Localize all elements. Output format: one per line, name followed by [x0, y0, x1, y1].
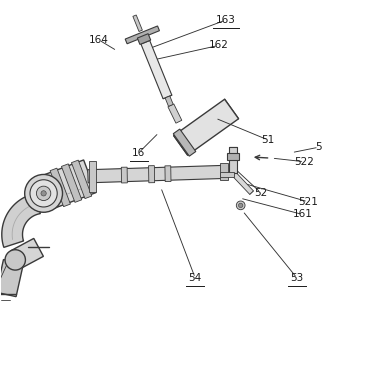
Polygon shape — [137, 34, 151, 45]
Circle shape — [236, 201, 245, 210]
Circle shape — [5, 250, 26, 270]
Text: 161: 161 — [293, 209, 312, 220]
Polygon shape — [11, 239, 43, 269]
Circle shape — [41, 191, 46, 196]
Polygon shape — [227, 153, 239, 160]
Text: 51: 51 — [261, 135, 274, 145]
Polygon shape — [61, 164, 82, 202]
Polygon shape — [72, 160, 92, 198]
Polygon shape — [220, 163, 228, 180]
Polygon shape — [149, 166, 155, 183]
Text: 522: 522 — [294, 157, 314, 167]
Polygon shape — [165, 166, 171, 181]
Text: 163: 163 — [216, 15, 236, 25]
Text: 162: 162 — [209, 40, 229, 50]
Polygon shape — [50, 168, 70, 207]
Polygon shape — [2, 193, 40, 247]
Circle shape — [36, 186, 51, 201]
Polygon shape — [173, 129, 196, 156]
Text: 521: 521 — [298, 197, 318, 207]
Polygon shape — [0, 260, 23, 297]
Polygon shape — [133, 15, 142, 31]
Polygon shape — [229, 147, 237, 173]
Polygon shape — [121, 167, 127, 183]
Polygon shape — [168, 104, 182, 123]
Text: 53: 53 — [291, 273, 304, 283]
Polygon shape — [38, 160, 96, 210]
Polygon shape — [89, 161, 96, 192]
Polygon shape — [231, 171, 253, 194]
Polygon shape — [220, 172, 234, 177]
Text: 52: 52 — [254, 187, 267, 198]
Polygon shape — [88, 165, 224, 183]
Text: 164: 164 — [89, 35, 109, 45]
Text: 16: 16 — [132, 148, 146, 158]
Polygon shape — [141, 40, 172, 99]
Circle shape — [238, 203, 243, 208]
Polygon shape — [125, 26, 160, 44]
Polygon shape — [165, 96, 173, 106]
Circle shape — [25, 175, 62, 212]
Text: 54: 54 — [189, 273, 202, 283]
Text: 5: 5 — [315, 142, 322, 152]
Circle shape — [30, 180, 57, 207]
Polygon shape — [174, 99, 239, 155]
